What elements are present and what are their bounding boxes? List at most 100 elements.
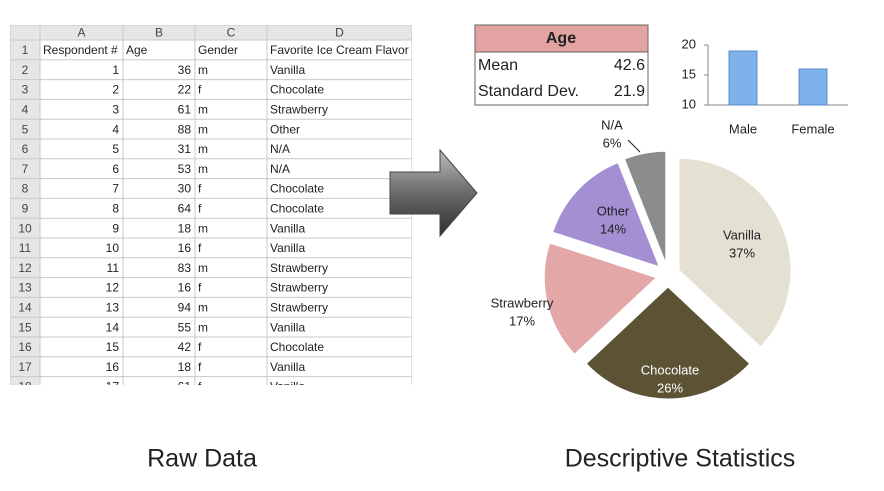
pie-slice (585, 286, 751, 400)
cell: 3 (112, 102, 119, 116)
column-letter: D (335, 26, 344, 40)
pie-chart: Vanilla 37% Chocolate 26% Strawberry 17% Other… (491, 117, 792, 400)
cell: 42 (178, 340, 192, 354)
slice-percent: 14% (600, 221, 626, 236)
cell: 13 (106, 300, 120, 314)
y-tick-label: 10 (682, 96, 696, 111)
cell: 12 (106, 281, 120, 295)
bar (798, 68, 828, 106)
cell: 17 (106, 380, 120, 394)
column-letter: C (227, 26, 236, 40)
cell: f (198, 182, 202, 196)
cell: f (198, 241, 202, 255)
row-number: 12 (18, 261, 32, 275)
row-number: 6 (22, 142, 29, 156)
row-number: 1 (22, 43, 29, 57)
row-number: 3 (22, 83, 29, 97)
cell: 7 (112, 182, 119, 196)
cell: Other (270, 122, 300, 136)
pie-slice (552, 162, 661, 268)
stat-name: Mean (478, 57, 518, 74)
row-header-bg (10, 25, 40, 385)
cell: 30 (178, 182, 192, 196)
cell: m (198, 162, 208, 176)
cell: Chocolate (270, 201, 324, 215)
cell: Vanilla (270, 320, 305, 334)
cell: f (198, 380, 202, 394)
cell: Vanilla (270, 380, 305, 394)
cell: 22 (178, 83, 192, 97)
row-number: 10 (18, 221, 32, 235)
row-number: 17 (18, 360, 32, 374)
cell: 2 (112, 83, 119, 97)
cell: Vanilla (270, 241, 305, 255)
cell: 14 (106, 320, 120, 334)
pie-slice (678, 157, 792, 348)
spreadsheet: A B C D123456789101112131415161718Responden… (10, 25, 412, 394)
cell: 31 (178, 142, 192, 156)
cell: Strawberry (270, 281, 328, 295)
cell: N/A (270, 162, 290, 176)
cell: 16 (178, 241, 192, 255)
pie-slice (543, 242, 658, 355)
cell: Respondent # (43, 43, 118, 57)
cell: f (198, 340, 202, 354)
slice-name: Strawberry (491, 295, 554, 310)
cell: 6 (112, 162, 119, 176)
cell: 18 (178, 360, 192, 374)
cell: 94 (178, 300, 192, 314)
slice-name: N/A (601, 117, 623, 132)
row-number: 5 (22, 122, 29, 136)
stats-table: Age Mean 42.6 Standard Dev. 21.9 (474, 24, 649, 106)
pie-slice (623, 150, 667, 264)
row-number: 4 (22, 102, 29, 116)
cell: m (198, 122, 208, 136)
cell: 61 (178, 380, 192, 394)
cell: 16 (178, 281, 192, 295)
cell: 83 (178, 261, 192, 275)
cell: 10 (106, 241, 120, 255)
cell: 5 (112, 142, 119, 156)
cell: m (198, 142, 208, 156)
row-number: 15 (18, 320, 32, 334)
row-number: 9 (22, 201, 29, 215)
cell: 15 (106, 340, 120, 354)
cell: f (198, 360, 202, 374)
y-tick-label: 20 (682, 36, 696, 51)
row-number: 2 (22, 63, 29, 77)
slice-name: Chocolate (641, 362, 700, 377)
cell: 1 (112, 63, 119, 77)
cell: Vanilla (270, 221, 305, 235)
row-number: 18 (18, 380, 32, 394)
cell: 64 (178, 201, 192, 215)
bar (728, 50, 758, 106)
x-tick-label: Female (791, 121, 834, 136)
cell: 53 (178, 162, 192, 176)
cell: m (198, 221, 208, 235)
cell: 9 (112, 221, 119, 235)
row-number: 8 (22, 182, 29, 196)
cell: Chocolate (270, 83, 324, 97)
x-tick-label: Male (729, 121, 757, 136)
y-tick-label: 15 (682, 66, 696, 81)
slice-percent: 26% (657, 380, 683, 395)
stat-value: 21.9 (614, 83, 645, 100)
cell: 18 (178, 221, 192, 235)
cell: Gender (198, 43, 238, 57)
column-letter: A (77, 26, 85, 40)
cell: 36 (178, 63, 192, 77)
cell: f (198, 281, 202, 295)
row-number: 11 (19, 241, 32, 255)
table-header: Age (546, 30, 576, 47)
caption: Raw Data (147, 445, 257, 473)
cell: f (198, 83, 202, 97)
slice-name: Other (597, 203, 630, 218)
column-letter: B (155, 26, 163, 40)
slice-percent: 6% (603, 135, 622, 150)
cell: Strawberry (270, 300, 328, 314)
row-number: 13 (18, 281, 32, 295)
cell: 88 (178, 122, 192, 136)
cell: 4 (112, 122, 119, 136)
table-header-bg (474, 24, 649, 53)
